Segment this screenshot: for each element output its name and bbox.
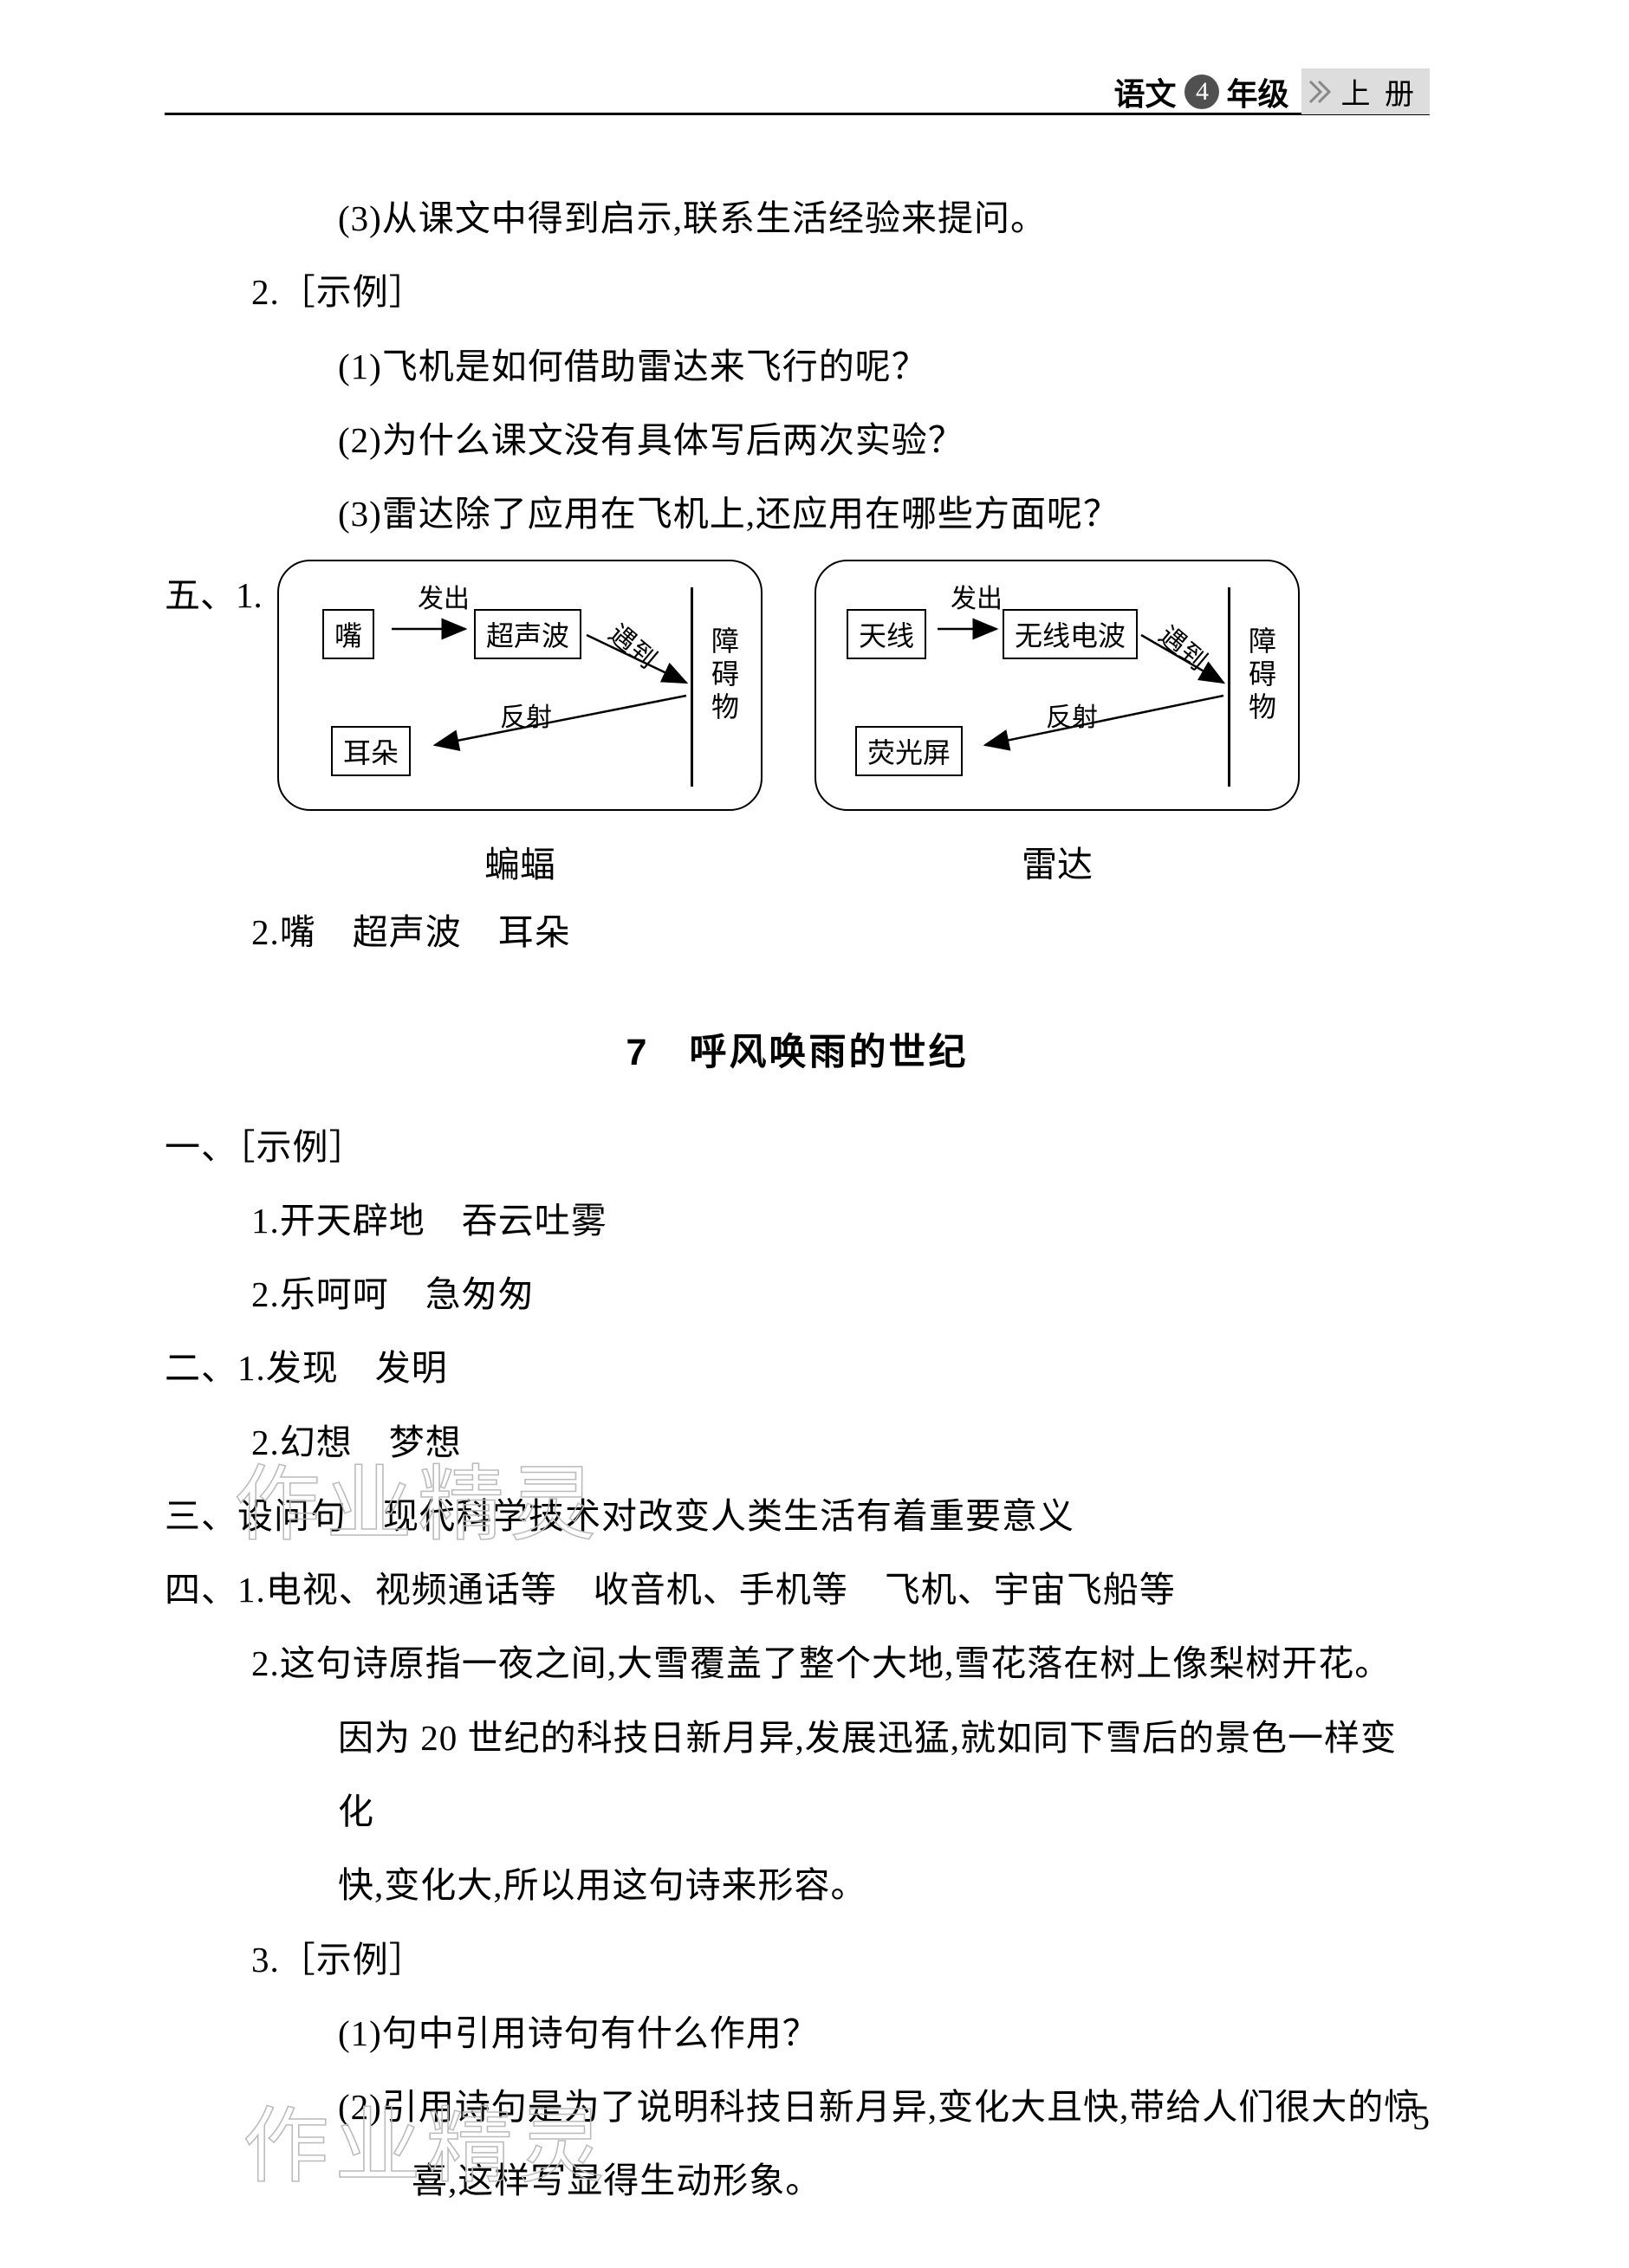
page-header: 语文 4 年级 上 册: [165, 113, 1430, 165]
text-line: 2.嘴 超声波 耳朵: [165, 896, 1430, 969]
lesson-title: 7 呼风唤雨的世纪: [165, 1022, 1430, 1076]
text-line: 因为 20 世纪的科技日新月异,发展迅猛,就如同下雪后的景色一样变化: [165, 1701, 1430, 1850]
caption-bat: 蝙蝠: [484, 835, 555, 887]
arrows-svg: [816, 561, 1301, 813]
subject-label: 语文: [1113, 69, 1176, 114]
diagram-radar-box: 天线 无线电波 荧光屏 障碍物 发出 遇到 反射: [814, 560, 1300, 811]
volume-badge: 上 册: [1301, 68, 1431, 114]
text-line: (2)为什么课文没有具体写后两次实验？: [165, 404, 1430, 477]
diagram-radar: 天线 无线电波 荧光屏 障碍物 发出 遇到 反射: [814, 560, 1300, 887]
text-line: 二、1.发现 发明: [165, 1332, 1430, 1405]
arrows-svg: [279, 561, 764, 813]
text-line: 2.［示例］: [165, 256, 1430, 329]
section-five-label: 五、1.: [165, 560, 277, 631]
text-line: 3.［示例］: [165, 1923, 1430, 1997]
caption-radar: 雷达: [1022, 835, 1093, 887]
text-line: (2)引用诗句是为了说明科技日新月异,变化大且快,带给人们很大的惊: [165, 2070, 1430, 2144]
text-line: 快,变化大,所以用这句诗来形容。: [165, 1849, 1430, 1922]
text-line: 2.这句诗原指一夜之间,大雪覆盖了整个大地,雪花落在树上像梨树开花。: [165, 1627, 1430, 1701]
grade-suffix: 年级: [1226, 69, 1288, 114]
text-line: (3)雷达除了应用在飞机上,还应用在哪些方面呢？: [165, 477, 1430, 551]
text-line: (1)飞机是如何借助雷达来飞行的呢？: [165, 330, 1430, 404]
page-content: (3)从课文中得到启示,联系生活经验来提问。 2.［示例］ (1)飞机是如何借助…: [165, 182, 1430, 2219]
diagram-row: 五、1. 嘴 超声波 耳朵 障碍物 发出 遇到 反射: [165, 560, 1430, 887]
text-line: 2.幻想 梦想: [165, 1406, 1430, 1480]
chevron-icon: [1307, 78, 1334, 106]
text-line: 1.开天辟地 吞云吐雾: [165, 1184, 1430, 1258]
page-number: 5: [1412, 2097, 1430, 2138]
text-line: 一、［示例］: [165, 1111, 1430, 1184]
volume-text: 上 册: [1341, 70, 1418, 113]
diagram-bat-box: 嘴 超声波 耳朵 障碍物 发出 遇到 反射: [277, 560, 763, 811]
diagram-bat: 嘴 超声波 耳朵 障碍物 发出 遇到 反射: [277, 560, 763, 887]
text-line: 三、设问句 现代科学技术对改变人类生活有着重要意义: [165, 1480, 1430, 1553]
text-line: (3)从课文中得到启示,联系生活经验来提问。: [165, 182, 1430, 256]
grade-number: 4: [1184, 75, 1219, 109]
text-line: 四、1.电视、视频通话等 收音机、手机等 飞机、宇宙飞船等: [165, 1553, 1430, 1627]
text-line: 2.乐呵呵 急匆匆: [165, 1258, 1430, 1332]
header-text: 语文 4 年级 上 册: [1113, 68, 1430, 114]
text-line: 喜,这样写显得生动形象。: [165, 2144, 1430, 2218]
text-line: (1)句中引用诗句有什么作用？: [165, 1997, 1430, 2070]
